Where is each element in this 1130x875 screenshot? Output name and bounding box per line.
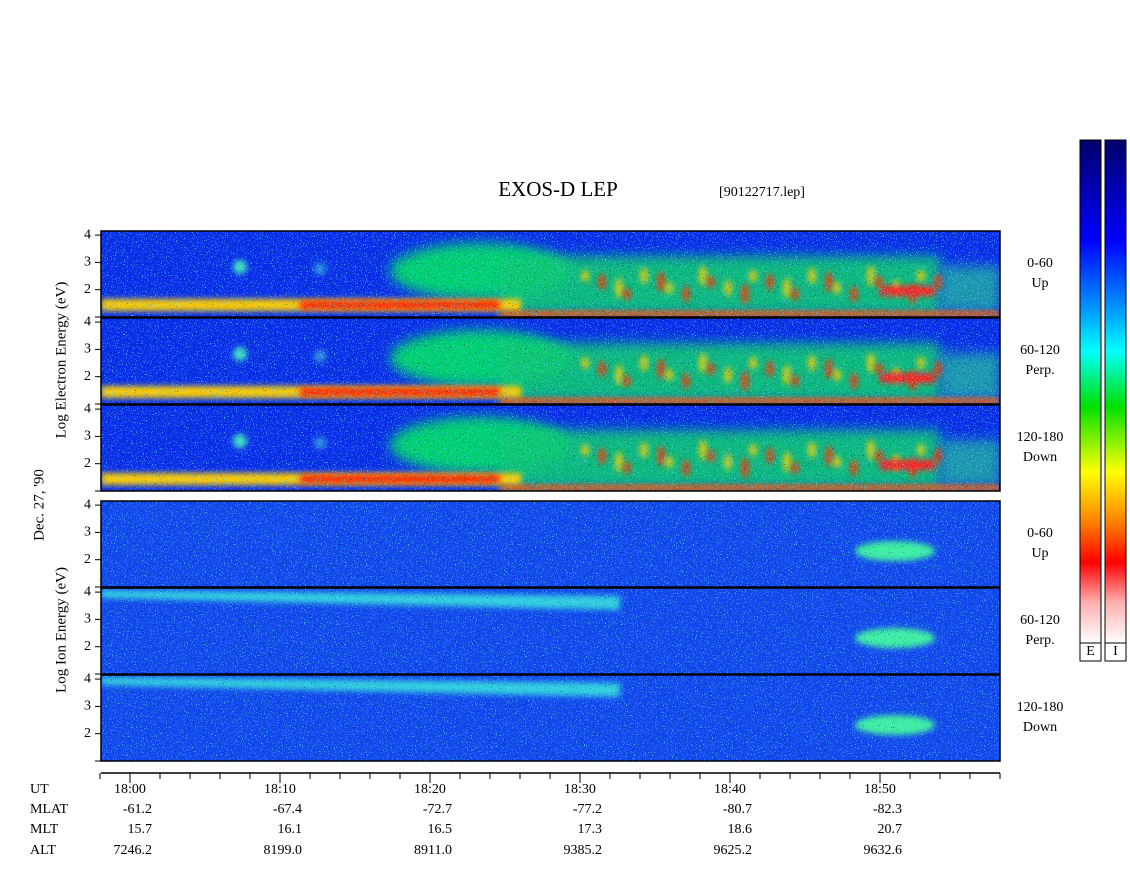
ephemeris-value: 16.5	[428, 822, 453, 837]
y-tick-label: 3	[84, 699, 91, 714]
panel-direction: Down	[1023, 720, 1057, 735]
panel-frame	[100, 674, 1001, 762]
ephemeris-value: 16.1	[278, 822, 303, 837]
speckle	[101, 405, 1000, 491]
y-tick-label: 3	[84, 255, 91, 270]
ephemeris-value: 8911.0	[414, 843, 452, 858]
y-tick-label: 4	[84, 671, 91, 686]
date-label: Dec. 27, '90	[31, 469, 47, 541]
spectrogram-panel	[100, 674, 1001, 762]
y-tick-label: 2	[84, 456, 91, 471]
y-tick-label: 3	[84, 342, 91, 357]
panel-angle: 60-120	[1020, 343, 1060, 358]
panel-frame	[100, 500, 1001, 588]
spectrogram-panel	[100, 317, 1001, 405]
panel-content	[101, 501, 1000, 587]
y-tick-label: 2	[84, 726, 91, 741]
panel-content	[101, 318, 1000, 404]
ephemeris-value: 18:50	[864, 782, 896, 797]
panel-direction: Perp.	[1025, 633, 1054, 648]
ephemeris-label: MLAT	[30, 802, 69, 817]
panel-frame	[100, 404, 1001, 492]
panel-angle: 0-60	[1027, 256, 1053, 271]
speckle	[101, 588, 1000, 674]
ephemeris-value: 18:10	[264, 782, 296, 797]
file-name: [90122717.lep]	[719, 185, 805, 200]
spectrogram-panel	[100, 230, 1001, 318]
speckle	[101, 231, 1000, 317]
panel-frame	[100, 587, 1001, 675]
ephemeris-value: 17.3	[578, 822, 603, 837]
electron-axis-label: Log Electron Energy (eV)	[53, 282, 69, 439]
y-tick-label: 4	[84, 401, 91, 416]
ephemeris-value: 9625.2	[714, 843, 753, 858]
panel-angle: 60-120	[1020, 613, 1060, 628]
ephemeris-value: 18.6	[728, 822, 753, 837]
ephemeris-value: 18:40	[714, 782, 746, 797]
ephemeris-label: UT	[30, 782, 49, 797]
ephemeris-value: 18:20	[414, 782, 446, 797]
colorbar-label: E	[1086, 644, 1095, 659]
speckle	[101, 501, 1000, 587]
y-tick-label: 3	[84, 612, 91, 627]
ephemeris-value: -80.7	[723, 802, 752, 817]
panel-angle: 120-180	[1017, 700, 1064, 715]
panel-content	[101, 405, 1000, 491]
panel-content	[101, 231, 1000, 317]
y-tick-label: 2	[84, 552, 91, 567]
panel-direction: Down	[1023, 450, 1057, 465]
panel-content	[101, 675, 1000, 761]
y-tick-label: 3	[84, 525, 91, 540]
panel-direction: Up	[1031, 546, 1048, 561]
panel-frame	[100, 317, 1001, 405]
y-tick-label: 2	[84, 639, 91, 654]
ephemeris-label: ALT	[30, 843, 56, 858]
speckle	[101, 675, 1000, 761]
colorbar-box	[1079, 642, 1102, 662]
spectrogram-panel	[100, 587, 1001, 675]
spectrogram-panel	[100, 500, 1001, 588]
ephemeris-value: 15.7	[128, 822, 153, 837]
y-tick-label: 2	[84, 282, 91, 297]
ephemeris-value: 7246.2	[114, 843, 153, 858]
spectrograms	[100, 230, 1001, 762]
ephemeris-value: -82.3	[873, 802, 902, 817]
colorbar-label: I	[1113, 644, 1118, 659]
panel-frame	[100, 230, 1001, 318]
ephemeris-value: 9632.6	[864, 843, 903, 858]
colorbar-box	[1104, 642, 1127, 662]
ephemeris-value: 9385.2	[564, 843, 603, 858]
colorbar	[1104, 139, 1127, 644]
y-tick-label: 3	[84, 429, 91, 444]
y-tick-label: 2	[84, 369, 91, 384]
ephemeris-value: 18:00	[114, 782, 146, 797]
spectrogram-panel	[100, 404, 1001, 492]
ephemeris-label: MLT	[30, 822, 59, 837]
ephemeris-value: 8199.0	[264, 843, 303, 858]
ephemeris-value: -77.2	[573, 802, 602, 817]
panel-angle: 0-60	[1027, 526, 1053, 541]
ephemeris-value: -72.7	[423, 802, 452, 817]
y-tick-label: 4	[84, 584, 91, 599]
y-tick-label: 4	[84, 227, 91, 242]
ion-axis-label: Log Ion Energy (eV)	[53, 567, 69, 693]
panel-content	[101, 588, 1000, 674]
panel-direction: Perp.	[1025, 363, 1054, 378]
y-tick-label: 4	[84, 497, 91, 512]
speckle	[101, 318, 1000, 404]
panel-angle: 120-180	[1017, 430, 1064, 445]
title: EXOS-D LEP	[498, 177, 618, 201]
panel-direction: Up	[1031, 276, 1048, 291]
ephemeris-value: 18:30	[564, 782, 596, 797]
colorbar	[1079, 139, 1102, 644]
y-tick-label: 4	[84, 314, 91, 329]
ephemeris-value: -61.2	[123, 802, 152, 817]
ephemeris-value: -67.4	[273, 802, 302, 817]
axes: 2 3 4 0-60 Up 2 3 4 60-120 Perp. 2 3 4 120-180 Down 2 3 4…	[30, 139, 1127, 858]
ephemeris-value: 20.7	[878, 822, 903, 837]
